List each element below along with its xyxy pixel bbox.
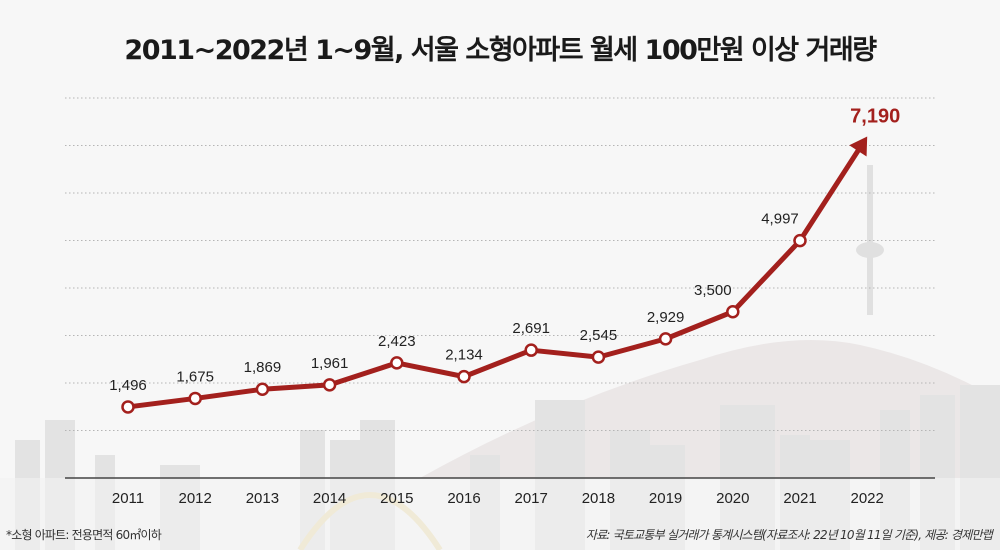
data-label: 1,675 (176, 368, 214, 385)
x-tick-label: 2022 (851, 490, 884, 507)
data-label: 7,190 (850, 105, 900, 127)
data-point (524, 343, 538, 357)
data-labels: 1,496 1,675 1,869 1,961 2,423 2,134 2,691 2,545… (109, 105, 900, 393)
arrow-head (849, 136, 868, 157)
data-point (390, 356, 404, 370)
data-label: 2,423 (378, 333, 416, 350)
x-tick-label: 2012 (179, 490, 212, 507)
x-tick-label: 2013 (246, 490, 279, 507)
data-label: 2,134 (445, 347, 483, 364)
data-label: 2,545 (580, 327, 618, 344)
data-point (322, 378, 337, 392)
footnote: *소형 아파트: 전용면적 60㎡이하 (6, 528, 162, 542)
x-tick-label: 2018 (582, 490, 615, 507)
data-label: 1,961 (311, 355, 349, 372)
x-tick-label: 2014 (313, 490, 346, 507)
x-tick-label: 2019 (649, 490, 682, 507)
data-label: 3,500 (694, 282, 732, 299)
x-tick-label: 2016 (447, 490, 480, 507)
data-point (255, 382, 270, 396)
gridlines (65, 97, 935, 479)
data-point (726, 305, 740, 319)
series-line (121, 136, 868, 414)
data-label: 1,869 (244, 359, 282, 376)
chart-title: 2011~2022년 1~9월, 서울 소형아파트 월세 100만원 이상 거래… (124, 35, 877, 66)
data-point (658, 332, 673, 346)
x-tick-label: 2011 (112, 490, 144, 507)
data-point (121, 400, 135, 414)
x-tick-label: 2015 (380, 490, 413, 507)
x-axis-ticks: 2011 2012 2013 2014 2015 2016 2017 2018 2019 2020… (112, 490, 884, 507)
data-label: 1,496 (109, 377, 147, 394)
data-point (188, 391, 202, 406)
data-label: 4,997 (761, 211, 799, 228)
x-tick-label: 2020 (716, 490, 749, 507)
data-label: 2,929 (647, 309, 685, 326)
tower-deck (856, 242, 884, 258)
ground (0, 478, 1000, 550)
x-tick-label: 2021 (783, 490, 816, 507)
data-label: 2,691 (512, 320, 550, 337)
city-skyline-background (0, 165, 1000, 550)
source-note: 자료: 국토교통부 실거래가 통계시스템(자료조사: 22년 10월 11일 기… (585, 528, 993, 542)
series-path (127, 146, 862, 410)
data-point (457, 369, 471, 384)
x-tick-label: 2017 (515, 490, 548, 507)
data-point (793, 233, 807, 248)
data-point (591, 350, 606, 364)
